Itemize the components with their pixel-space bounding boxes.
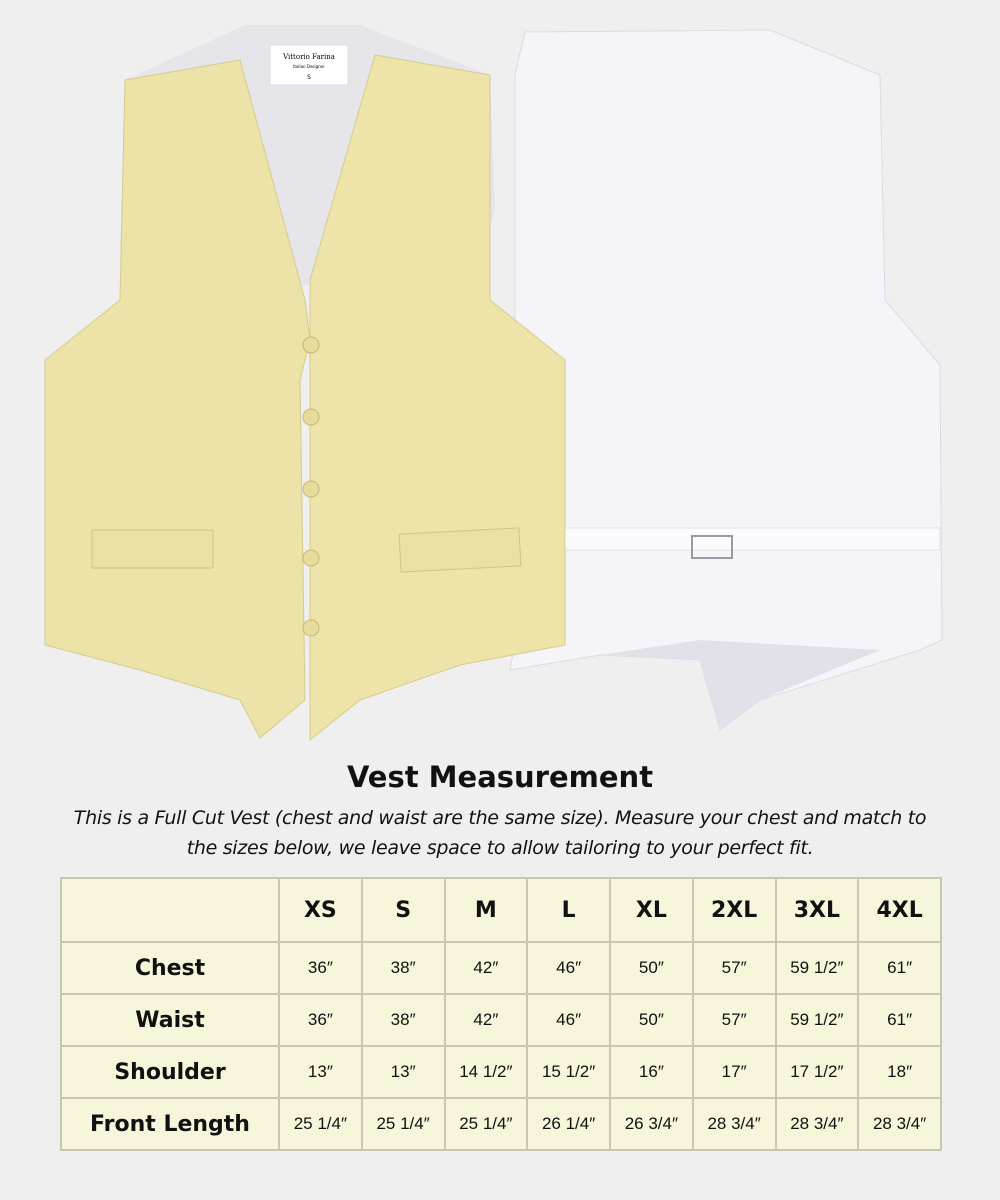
measurement-cell: 28 3/4″	[774, 1097, 860, 1151]
row-label: Front Length	[60, 1097, 280, 1151]
measurement-cell: 42″	[443, 941, 529, 995]
corner-cell	[60, 877, 280, 943]
table-row: Chest 36″ 38″ 42″ 46″ 50″ 57″ 59 1/2″ 61″	[60, 941, 942, 995]
row-label: Waist	[60, 993, 280, 1047]
measurement-cell: 15 1/2″	[526, 1045, 611, 1099]
measurement-cell: 50″	[609, 993, 694, 1047]
table-row: Waist 36″ 38″ 42″ 46″ 50″ 57″ 59 1/2″ 61″	[60, 993, 942, 1047]
size-header: S	[360, 877, 446, 943]
measurement-cell: 38″	[360, 993, 446, 1047]
row-label: Shoulder	[60, 1045, 280, 1099]
measurement-cell: 61″	[857, 941, 942, 995]
back-vest	[509, 29, 943, 731]
measurement-cell: 57″	[691, 993, 777, 1047]
brand-label: Vittorio Farina	[282, 53, 335, 61]
measurement-cell: 26 1/4″	[526, 1097, 611, 1151]
page-title: Vest Measurement	[346, 760, 654, 794]
measurement-cell: 16″	[609, 1045, 694, 1099]
measurement-cell: 17″	[691, 1045, 777, 1099]
measurement-cell: 28 3/4″	[691, 1097, 777, 1151]
buckle-icon	[691, 535, 733, 559]
description: This is a Full Cut Vest (chest and waist…	[73, 807, 927, 859]
measurement-cell: 38″	[360, 941, 446, 995]
measurement-cell: 59 1/2″	[774, 941, 860, 995]
measurement-cell: 46″	[526, 941, 611, 995]
vest-buttons	[302, 336, 320, 637]
row-label: Chest	[60, 941, 280, 995]
table-row: Front Length 25 1/4″ 25 1/4″ 25 1/4″ 26 1/4″…	[60, 1097, 942, 1151]
table-row: Shoulder 13″ 13″ 14 1/2″ 15 1/2″ 16″ 17″ 17 1/2…	[60, 1045, 942, 1099]
brand-sub-label: Italian Designer	[293, 64, 325, 69]
measurement-cell: 25 1/4″	[360, 1097, 446, 1151]
measurement-cell: 28 3/4″	[857, 1097, 942, 1151]
size-chart-table: XS S M L XL 2XL 3XL 4XL Chest 36″ 38″ 42″ 46″ 50″ 57″…	[60, 877, 942, 1151]
measurement-cell: 25 1/4″	[278, 1097, 363, 1151]
measurement-cell: 61″	[857, 993, 942, 1047]
measurement-cell: 36″	[278, 993, 363, 1047]
size-header: 2XL	[691, 877, 777, 943]
size-label: S	[307, 74, 311, 81]
measurement-cell: 59 1/2″	[774, 993, 860, 1047]
measurement-cell: 36″	[278, 941, 363, 995]
measurement-cell: 57″	[691, 941, 777, 995]
measurement-cell: 50″	[609, 941, 694, 995]
size-header: L	[526, 877, 611, 943]
measurement-cell: 42″	[443, 993, 529, 1047]
front-vest: Vittorio Farina Italian Designer S	[44, 25, 566, 742]
vest-product-images: Vittorio Farina Italian Designer S	[44, 25, 943, 742]
measurement-cell: 46″	[526, 993, 611, 1047]
size-header: XS	[278, 877, 363, 943]
size-header: 4XL	[857, 877, 942, 943]
size-header: M	[443, 877, 529, 943]
measurement-cell: 13″	[360, 1045, 446, 1099]
size-header: 3XL	[774, 877, 860, 943]
measurement-cell: 17 1/2″	[774, 1045, 860, 1099]
measurement-cell: 25 1/4″	[443, 1097, 529, 1151]
measurement-cell: 18″	[857, 1045, 942, 1099]
measurement-cell: 26 3/4″	[609, 1097, 694, 1151]
header-row: XS S M L XL 2XL 3XL 4XL	[60, 877, 942, 943]
measurement-cell: 13″	[278, 1045, 363, 1099]
size-header: XL	[609, 877, 694, 943]
measurement-cell: 14 1/2″	[443, 1045, 529, 1099]
